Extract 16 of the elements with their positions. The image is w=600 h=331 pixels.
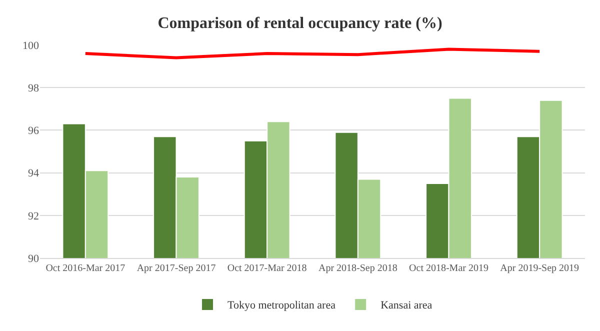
x-tick-label: Oct 2017-Mar 2018 [227, 263, 307, 274]
x-tick-label: Apr 2019-Sep 2019 [500, 263, 580, 274]
x-tick-label: Oct 2016-Mar 2017 [46, 263, 126, 274]
x-tick-label: Apr 2018-Sep 2018 [318, 263, 398, 274]
x-tick-label: Oct 2018-Mar 2019 [409, 263, 488, 274]
legend-label: Kansai area [380, 300, 432, 312]
legend-label: Tokyo metropolitan area [228, 300, 336, 312]
line-series [84, 48, 542, 60]
y-tick-label: 92 [28, 210, 39, 222]
chart-title: Comparison of rental occupancy rate (%) [158, 14, 442, 32]
y-tick-label: 96 [28, 125, 40, 138]
y-tick-label: 90 [28, 252, 40, 265]
y-tick-label: 94 [28, 168, 40, 180]
y-tick-label: 98 [28, 82, 40, 94]
y-tick-label: 100 [22, 40, 40, 52]
x-tick-label: Apr 2017-Sep 2017 [136, 263, 216, 274]
